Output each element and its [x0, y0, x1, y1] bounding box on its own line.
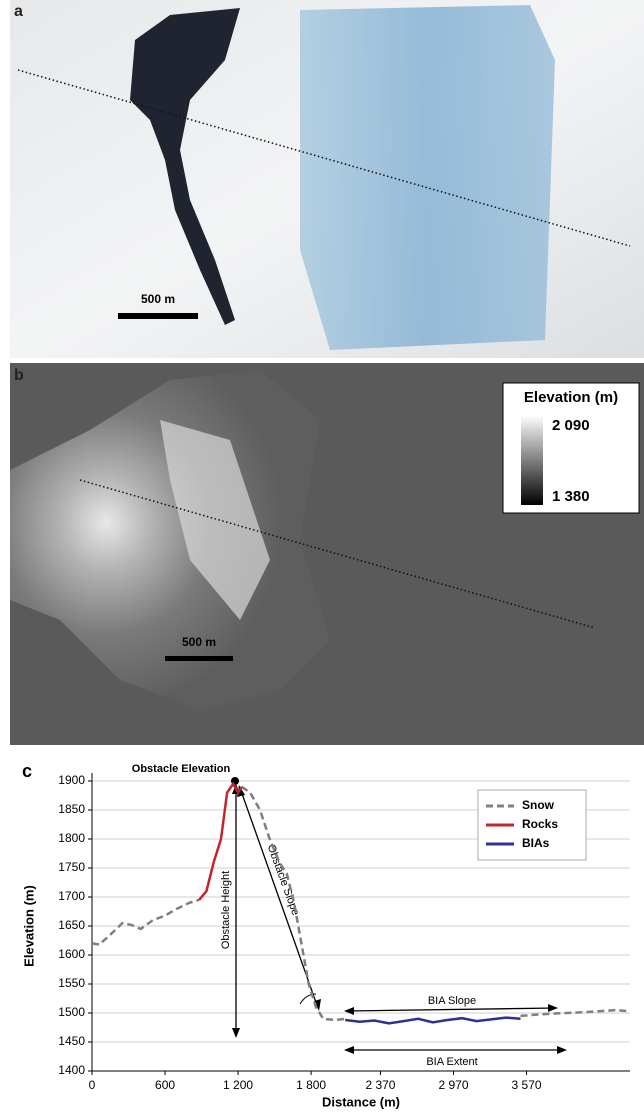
- annotation: Obstacle Elevation: [132, 763, 231, 775]
- annotation: Obstacle Slope: [265, 843, 302, 917]
- y-tick-label: 1600: [58, 947, 85, 961]
- legend-min: 1 380: [552, 488, 590, 505]
- x-axis-label: Distance (m): [322, 1094, 400, 1109]
- figure: 500 m a 500 m Elevation (m) 2 090 1 380 …: [0, 0, 644, 1113]
- legend-label: Rocks: [522, 817, 558, 831]
- panel-a: 500 m a: [10, 0, 644, 358]
- panel-b: 500 m Elevation (m) 2 090 1 380 b: [10, 363, 644, 745]
- scale-bar: [118, 313, 198, 319]
- panel-label: b: [14, 367, 24, 384]
- y-tick-label: 1900: [58, 773, 85, 787]
- y-tick-label: 1850: [58, 802, 85, 816]
- legend-label: BIAs: [522, 836, 550, 850]
- panel-label: a: [14, 3, 23, 20]
- panel-label: c: [22, 761, 32, 781]
- y-tick-label: 1700: [58, 889, 85, 903]
- scale-label: 500 m: [141, 292, 175, 306]
- annotation: BIA Extent: [426, 1056, 477, 1068]
- x-tick-label: 600: [155, 1078, 175, 1092]
- page: 500 m a 500 m Elevation (m) 2 090 1 380 …: [0, 0, 644, 1113]
- y-tick-label: 1450: [58, 1034, 85, 1048]
- x-tick-label: 1 800: [296, 1078, 326, 1092]
- x-tick-label: 0: [89, 1078, 96, 1092]
- annotation: Obstacle Height: [220, 871, 232, 949]
- x-tick-label: 2 970: [438, 1078, 468, 1092]
- color-ramp: [521, 415, 543, 505]
- x-tick-label: 2 370: [365, 1078, 395, 1092]
- annotation: BIA Slope: [428, 995, 476, 1007]
- y-tick-label: 1550: [58, 976, 85, 990]
- legend-max: 2 090: [552, 417, 590, 434]
- y-tick-label: 1750: [58, 860, 85, 874]
- legend-label: Snow: [522, 798, 555, 812]
- y-tick-label: 1800: [58, 831, 85, 845]
- y-tick-label: 1650: [58, 918, 85, 932]
- arrow: [346, 1008, 556, 1011]
- y-axis-label: Elevation (m): [21, 885, 36, 967]
- y-tick-label: 1500: [58, 1005, 85, 1019]
- blue-ice-area: [300, 5, 555, 350]
- scale-bar: [165, 656, 233, 661]
- series-line: [345, 1018, 520, 1024]
- scale-label: 500 m: [182, 635, 216, 649]
- y-tick-label: 1400: [58, 1063, 85, 1077]
- legend-title: Elevation (m): [524, 389, 618, 406]
- x-tick-label: 1 200: [223, 1078, 253, 1092]
- panel-c: c Elevation (m) Distance (m) Obstacle El…: [21, 761, 630, 1110]
- x-tick-label: 3 570: [512, 1078, 542, 1092]
